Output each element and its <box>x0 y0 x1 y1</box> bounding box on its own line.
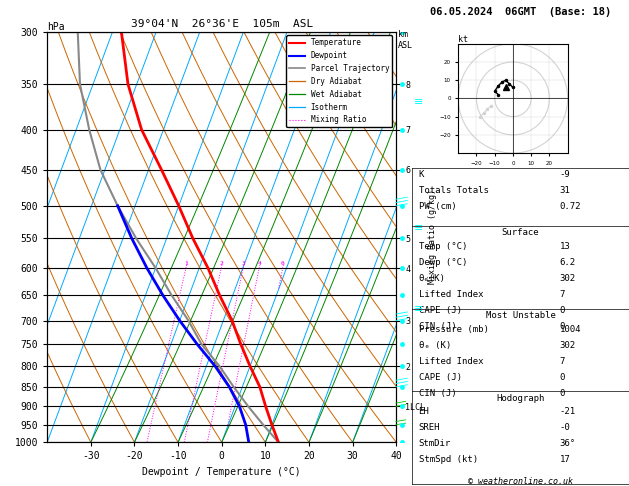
Text: 06.05.2024  06GMT  (Base: 18): 06.05.2024 06GMT (Base: 18) <box>430 7 611 17</box>
Text: 7: 7 <box>560 290 565 299</box>
Text: CAPE (J): CAPE (J) <box>418 373 462 382</box>
Text: ≡: ≡ <box>414 304 423 313</box>
Text: hPa: hPa <box>47 22 65 32</box>
Text: 4: 4 <box>257 261 261 266</box>
Text: PW (cm): PW (cm) <box>418 202 456 211</box>
Text: 0: 0 <box>560 373 565 382</box>
Text: 1004: 1004 <box>560 325 581 334</box>
Y-axis label: Mixing Ratio (g/kg): Mixing Ratio (g/kg) <box>428 190 437 284</box>
Text: CAPE (J): CAPE (J) <box>418 306 462 315</box>
X-axis label: Dewpoint / Temperature (°C): Dewpoint / Temperature (°C) <box>142 467 301 477</box>
Text: SREH: SREH <box>418 423 440 433</box>
Text: -0: -0 <box>560 423 571 433</box>
Title: 39°04'N  26°36'E  105m  ASL: 39°04'N 26°36'E 105m ASL <box>131 19 313 30</box>
Text: Totals Totals: Totals Totals <box>418 186 488 195</box>
Text: 31: 31 <box>560 186 571 195</box>
Text: StmDir: StmDir <box>418 439 451 449</box>
Text: 0.72: 0.72 <box>560 202 581 211</box>
Text: 0: 0 <box>560 322 565 331</box>
Text: Hodograph: Hodograph <box>496 394 545 403</box>
Text: Pressure (mb): Pressure (mb) <box>418 325 488 334</box>
Text: CIN (J): CIN (J) <box>418 389 456 398</box>
Text: 2: 2 <box>220 261 223 266</box>
Text: 1: 1 <box>184 261 187 266</box>
Text: ≡: ≡ <box>414 224 423 233</box>
Text: EH: EH <box>418 407 429 417</box>
Text: 6: 6 <box>281 261 284 266</box>
Text: Temp (°C): Temp (°C) <box>418 242 467 251</box>
Text: θₑ (K): θₑ (K) <box>418 341 451 350</box>
Text: © weatheronline.co.uk: © weatheronline.co.uk <box>468 476 573 486</box>
Text: Lifted Index: Lifted Index <box>418 290 483 299</box>
Text: 302: 302 <box>560 341 576 350</box>
Text: -21: -21 <box>560 407 576 417</box>
Text: K: K <box>418 170 424 179</box>
Text: km
ASL: km ASL <box>398 30 413 50</box>
Text: 3: 3 <box>241 261 245 266</box>
Text: Most Unstable: Most Unstable <box>486 311 555 320</box>
Text: 302: 302 <box>560 274 576 283</box>
Text: 13: 13 <box>560 242 571 251</box>
Legend: Temperature, Dewpoint, Parcel Trajectory, Dry Adiabat, Wet Adiabat, Isotherm, Mi: Temperature, Dewpoint, Parcel Trajectory… <box>286 35 392 127</box>
Text: θₑ(K): θₑ(K) <box>418 274 445 283</box>
Text: 7: 7 <box>560 357 565 366</box>
Text: Surface: Surface <box>502 228 539 238</box>
Text: 0: 0 <box>560 306 565 315</box>
Text: StmSpd (kt): StmSpd (kt) <box>418 455 477 465</box>
Text: 36°: 36° <box>560 439 576 449</box>
Text: Dewp (°C): Dewp (°C) <box>418 258 467 267</box>
Text: CIN (J): CIN (J) <box>418 322 456 331</box>
Text: ≡: ≡ <box>414 97 423 107</box>
Text: 6.2: 6.2 <box>560 258 576 267</box>
Text: 0: 0 <box>560 389 565 398</box>
Text: -9: -9 <box>560 170 571 179</box>
Text: Lifted Index: Lifted Index <box>418 357 483 366</box>
Text: kt: kt <box>459 35 468 44</box>
Text: 17: 17 <box>560 455 571 465</box>
